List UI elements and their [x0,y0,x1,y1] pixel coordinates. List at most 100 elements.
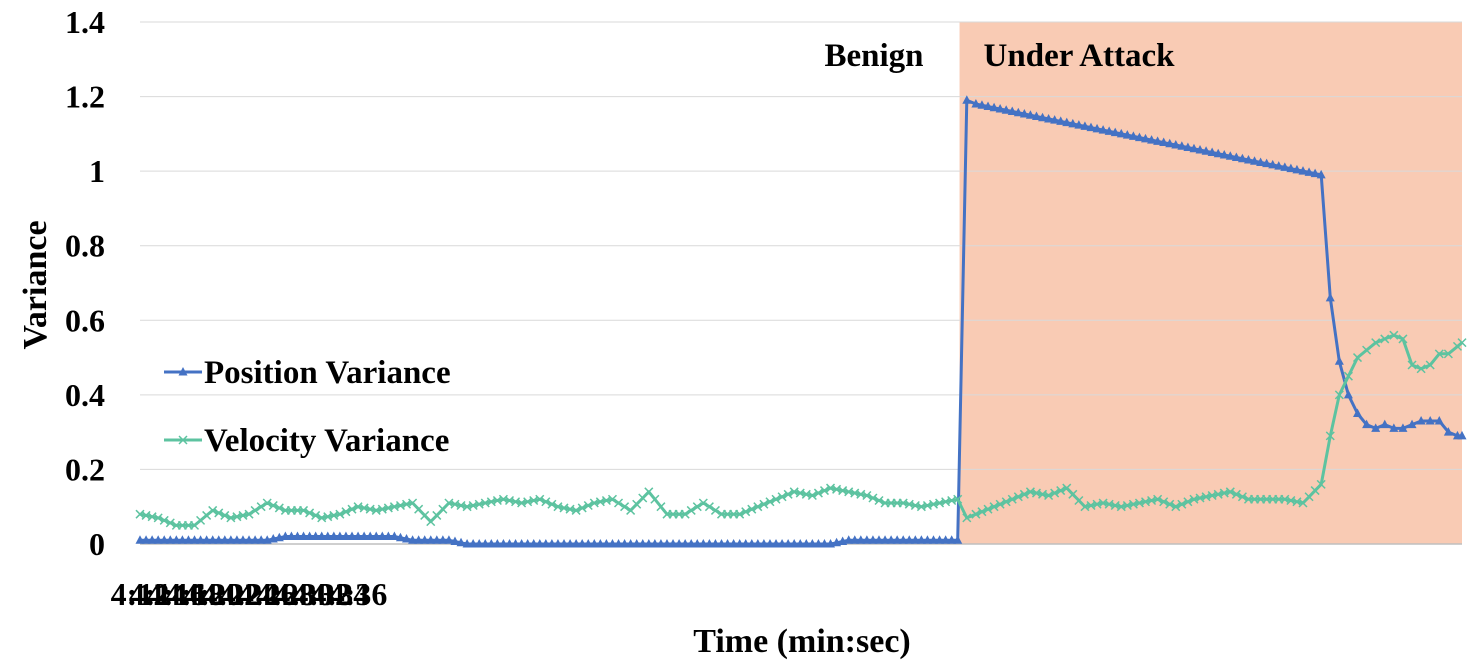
series-position-variance [135,95,1467,548]
point-marker [735,539,745,548]
marker-stroke [686,505,696,515]
marker-stroke [656,502,666,512]
marker-stroke [971,509,981,519]
point-marker [741,539,751,548]
marker-stroke [1165,499,1175,509]
point-marker [226,535,236,544]
x-tick-label: 4:36 [329,576,388,612]
region-label: Under Attack [984,38,1176,74]
point-marker [305,508,315,518]
point-marker [365,531,375,541]
marker-stroke [680,509,690,519]
point-marker [1050,488,1060,498]
point-marker [1389,423,1399,432]
point-marker [541,497,551,507]
point-marker [904,535,914,544]
point-marker [583,539,593,548]
point-marker [723,539,733,548]
marker-stroke [692,502,702,512]
marker-stroke [922,500,932,511]
point-marker [335,531,345,541]
point-marker [383,531,393,541]
point-marker [698,539,708,548]
point-marker [1171,502,1181,512]
point-marker [716,539,726,548]
point-marker [953,494,963,504]
point-marker [741,507,751,517]
marker-stroke [1213,489,1223,499]
marker-stroke [274,503,284,513]
point-marker [1380,334,1390,344]
point-marker [317,531,327,541]
point-marker [456,537,466,547]
legend-item: Velocity Variance [164,423,449,459]
point-marker [704,502,714,512]
point-marker [1457,430,1467,440]
marker-stroke [262,498,272,508]
marker-stroke [1425,360,1435,370]
point-marker [1183,497,1193,507]
point-marker [402,534,412,543]
point-marker [1189,143,1199,153]
point-marker [335,509,345,519]
marker-stroke [220,510,230,520]
marker-stroke [1237,492,1247,502]
point-marker [650,494,660,504]
marker-stroke [1225,487,1235,497]
marker-stroke [1219,488,1229,498]
point-marker [141,535,151,544]
x-axis-title: Time (min:sec) [693,623,910,660]
point-marker [977,100,987,109]
marker-stroke [1068,489,1078,499]
point-marker [1074,120,1084,129]
point-marker [962,95,972,104]
marker-stroke [214,508,224,518]
marker-stroke [947,495,957,506]
marker-stroke [208,505,218,515]
point-marker [292,531,302,541]
point-marker [450,536,460,546]
point-marker [850,535,860,544]
marker-stroke [529,495,539,506]
point-marker [692,502,702,512]
region-label: Benign [825,38,924,74]
marker-stroke [311,510,321,520]
point-marker [1038,112,1048,122]
point-marker [813,488,823,498]
point-marker [323,531,333,541]
marker-stroke [329,510,339,520]
point-marker [692,539,702,548]
point-marker [632,539,642,548]
marker-stroke [202,510,212,520]
marker-stroke [1434,349,1444,359]
point-marker [1231,152,1241,161]
marker-stroke [813,488,823,498]
point-marker [710,505,720,515]
y-tick-label: 0.4 [65,377,105,413]
point-marker [710,539,720,548]
point-marker [1310,168,1320,178]
y-tick-label: 1 [89,153,105,189]
marker-stroke [650,494,660,504]
marker-stroke [1343,371,1353,381]
point-marker [165,535,175,544]
marker-stroke [620,502,630,512]
marker-stroke [1134,498,1144,508]
point-marker [1171,140,1181,149]
point-marker [1274,161,1284,170]
point-marker [1243,154,1253,164]
point-marker [807,539,817,548]
point-marker [535,539,545,548]
marker-stroke [1050,488,1060,498]
marker-stroke [759,499,769,509]
point-marker [311,510,321,520]
marker-stroke [389,502,399,512]
point-marker [753,502,763,512]
marker-stroke [462,502,472,512]
point-marker [971,99,981,108]
point-marker [1380,419,1390,429]
point-marker [256,535,266,544]
marker-stroke [783,489,793,499]
point-marker [371,531,381,541]
point-marker [977,507,987,517]
